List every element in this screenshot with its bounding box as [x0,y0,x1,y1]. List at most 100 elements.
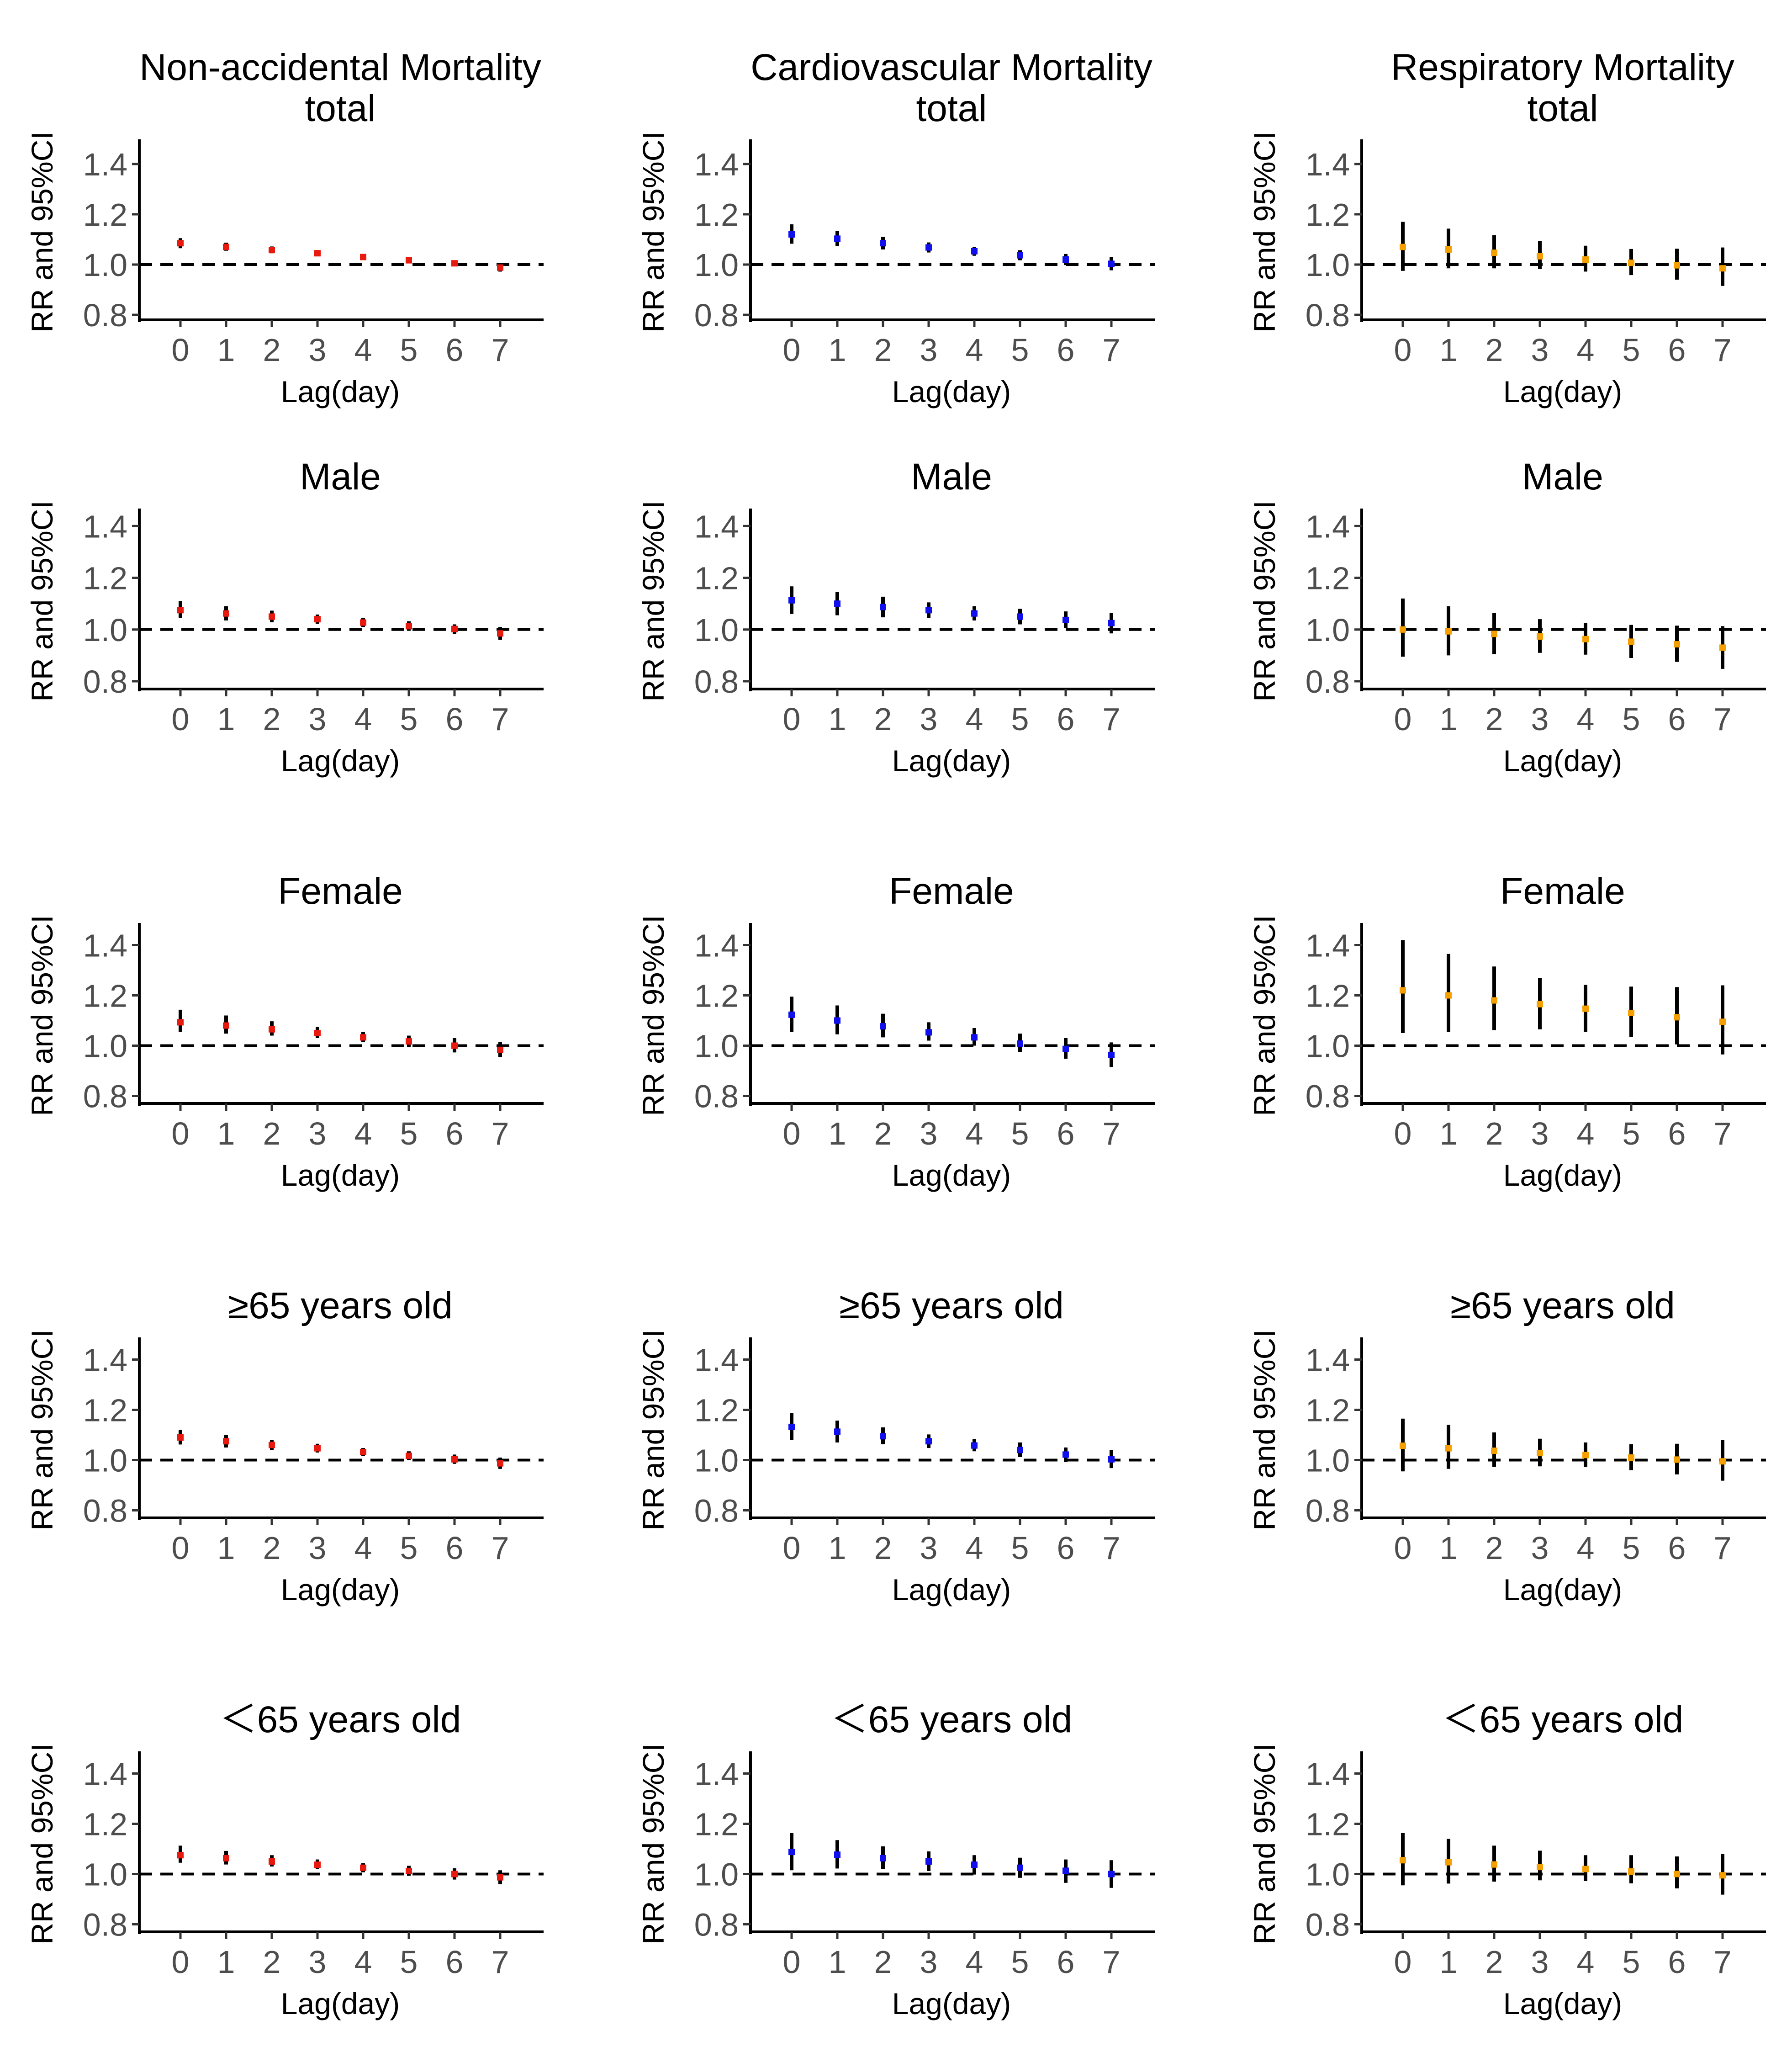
rr-point [406,1038,412,1045]
x-tick-label: 7 [1103,1944,1121,1980]
y-tick-label: 1.4 [1306,928,1350,964]
rr-point [1063,256,1069,263]
panel-title: ＜65 years old [831,1699,1073,1740]
y-tick-label: 1.0 [1306,247,1350,283]
x-tick-label: 1 [217,1944,235,1980]
y-tick-label: 0.8 [694,1907,739,1943]
rr-point [925,1858,932,1865]
x-tick-label: 2 [1485,1944,1503,1980]
x-tick-label: 5 [1623,1530,1640,1566]
x-tick-label: 5 [1623,1116,1640,1151]
rr-point [1628,1454,1634,1461]
x-tick-label: 0 [1394,1944,1412,1980]
rr-point [177,1019,184,1026]
x-tick-label: 6 [1057,701,1075,737]
x-tick-label: 7 [1103,701,1121,737]
y-tick-label: 0.8 [694,1493,739,1529]
x-tick-label: 6 [1668,332,1686,368]
y-axis-title: RR and 95%CI [25,915,59,1116]
x-tick-label: 0 [1394,332,1412,368]
rr-point [880,604,886,610]
x-tick-label: 5 [400,701,418,737]
x-tick-label: 1 [1440,701,1458,737]
x-tick-label: 1 [829,332,846,368]
rr-point [497,264,503,271]
x-tick-label: 5 [1623,701,1640,737]
x-tick-label: 0 [783,1944,801,1980]
rr-point [880,1433,886,1440]
rr-point [1063,1451,1069,1458]
y-axis-title: RR and 95%CI [1248,1743,1281,1944]
rr-point [451,260,458,267]
y-axis-title: RR and 95%CI [1248,131,1281,332]
panel-r4-c2: ＜65 years old 0.8 1.0 1.2 1.4 0 1 2 3 4 5 6 7 Lag(day… [1248,1699,1766,2020]
y-axis-title: RR and 95%CI [25,1329,59,1530]
rr-point [177,1434,184,1441]
y-tick-label: 0.8 [83,297,127,333]
rr-point [788,597,795,604]
rr-point [1063,1045,1069,1052]
rr-point [788,231,795,238]
x-axis-title: Lag(day) [281,1158,400,1192]
rr-point [451,1871,458,1877]
rr-point [788,1423,795,1430]
panel-title: Female [278,870,402,912]
rr-point [269,1442,275,1448]
x-tick-label: 3 [1531,701,1549,737]
x-tick-label: 2 [1485,332,1503,368]
y-tick-label: 0.8 [694,1079,739,1114]
y-tick-label: 0.8 [1306,297,1350,333]
panel-r1-c1: Male 0.8 1.0 1.2 1.4 0 1 2 3 4 5 6 7 Lag(day) RR and 9… [636,456,1155,778]
rr-point [1537,1450,1543,1457]
rr-point [1445,246,1452,253]
rr-point [1400,1442,1406,1449]
x-tick-label: 5 [400,1944,418,1980]
rr-point [406,1867,412,1874]
panel-r4-c1: ＜65 years old 0.8 1.0 1.2 1.4 0 1 2 3 4 5 6 7 Lag(day… [636,1699,1155,2020]
x-tick-label: 0 [172,1944,190,1980]
rr-point [971,248,978,255]
rr-point [925,1438,932,1445]
rr-point [1582,1452,1589,1458]
y-tick-label: 1.4 [1306,147,1350,182]
rr-point [360,619,366,626]
y-tick-label: 1.0 [83,247,127,283]
y-tick-label: 1.4 [694,1342,739,1378]
rr-point [834,1428,840,1435]
x-tick-label: 5 [1011,701,1029,737]
rr-point [269,1858,275,1865]
rr-point [1108,260,1115,267]
x-tick-label: 4 [354,332,372,368]
x-tick-label: 5 [1623,332,1640,368]
rr-point [1400,987,1406,994]
rr-point [1491,631,1497,637]
y-tick-label: 1.2 [694,561,739,596]
y-tick-label: 1.2 [694,1807,739,1842]
rr-point [1400,1857,1406,1864]
x-tick-label: 7 [1103,332,1121,368]
x-tick-label: 0 [783,1530,801,1566]
rr-point [269,1026,275,1033]
panel-title: Female [1500,870,1625,912]
rr-point [177,1852,184,1859]
panel-r1-c0: Male 0.8 1.0 1.2 1.4 0 1 2 3 4 5 6 7 Lag(day) RR and 9… [25,456,544,778]
x-tick-label: 7 [1103,1116,1121,1151]
panel-r2-c0: Female 0.8 1.0 1.2 1.4 0 1 2 3 4 5 6 7 Lag(day) RR and… [25,870,544,1192]
y-tick-label: 1.2 [1306,978,1350,1014]
rr-point [971,1861,978,1868]
y-tick-label: 1.2 [83,561,127,596]
x-axis-title: Lag(day) [892,744,1011,778]
rr-point [1719,265,1726,272]
rr-point [1674,262,1680,269]
x-tick-label: 3 [920,1530,938,1566]
x-axis-title: Lag(day) [281,1987,400,2020]
rr-point [1628,638,1634,645]
y-tick-label: 1.2 [1306,1393,1350,1428]
rr-point [1628,1868,1634,1875]
rr-point [406,1453,412,1459]
x-tick-label: 5 [1011,1116,1029,1151]
y-tick-label: 1.2 [694,1393,739,1428]
y-tick-label: 1.4 [1306,1756,1350,1792]
panel-title: ≥65 years old [839,1285,1064,1326]
